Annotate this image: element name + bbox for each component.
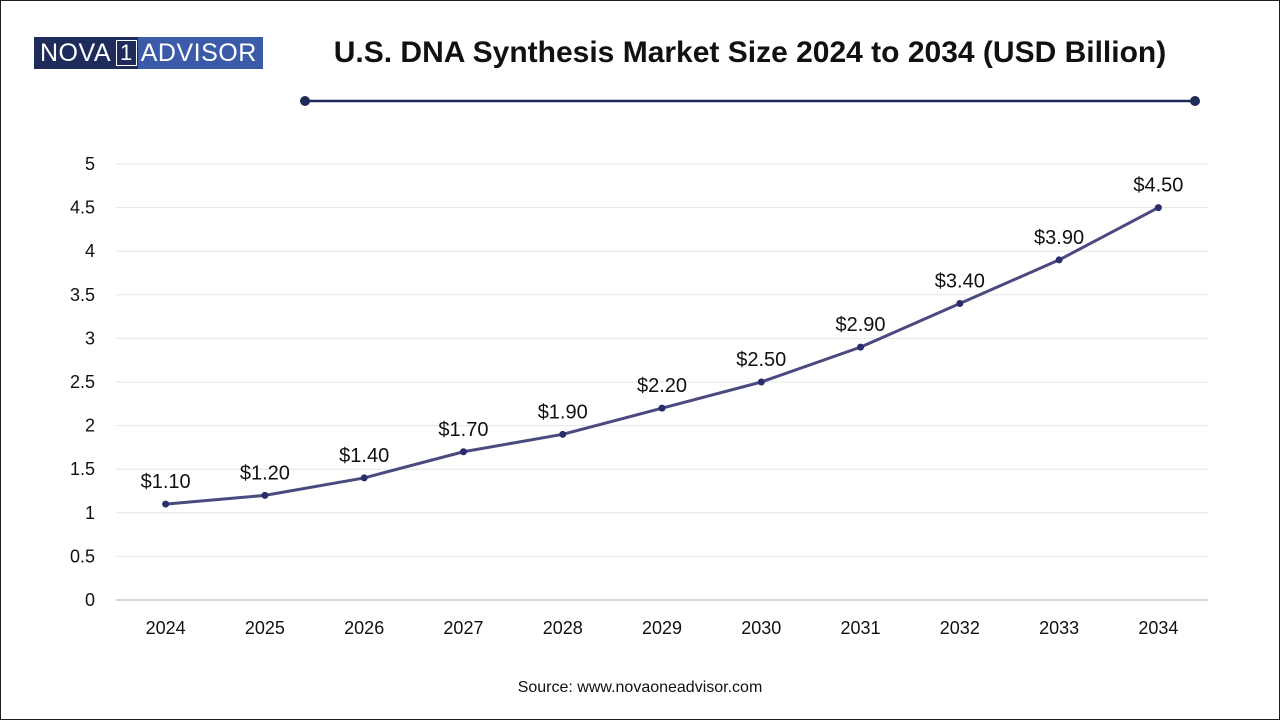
x-tick-label: 2031 xyxy=(841,618,881,638)
data-label: $1.90 xyxy=(538,401,588,423)
x-tick-label: 2030 xyxy=(741,618,781,638)
data-label: $1.40 xyxy=(339,445,389,467)
y-tick-label: 2 xyxy=(85,416,95,436)
data-point xyxy=(757,378,765,386)
x-axis: 2024 2025 2026 2027 2028 2029 2030 2031 2032 2033… xyxy=(116,599,1208,638)
x-tick-label: 2027 xyxy=(443,618,483,638)
y-tick-label: 5 xyxy=(85,154,95,174)
logo-number-box: 1 xyxy=(115,37,138,69)
data-series: $1.10 $1.20 $1.40 $1.70 $1.90 $2.20 $2.50 $2.90… xyxy=(141,175,1183,508)
data-point xyxy=(956,300,964,308)
gridlines xyxy=(116,163,1208,557)
data-label: $3.90 xyxy=(1034,227,1084,249)
y-tick-label: 3 xyxy=(85,328,95,348)
data-point xyxy=(261,491,269,499)
y-tick-label: 4.5 xyxy=(70,198,95,218)
data-label: $2.20 xyxy=(637,375,687,397)
y-tick-label: 2.5 xyxy=(70,372,95,392)
y-tick-label: 1 xyxy=(85,503,95,523)
data-label: $2.50 xyxy=(736,349,786,371)
x-tick-label: 2032 xyxy=(940,618,980,638)
y-tick-label: 4 xyxy=(85,241,95,261)
data-label: $2.90 xyxy=(836,314,886,336)
title-underline xyxy=(300,96,1200,106)
data-label: $1.20 xyxy=(240,462,290,484)
series-line xyxy=(165,206,1160,506)
data-label: $3.40 xyxy=(935,271,985,293)
data-point xyxy=(658,404,666,412)
data-point xyxy=(459,448,467,456)
data-point xyxy=(360,474,368,482)
chart-title: U.S. DNA Synthesis Market Size 2024 to 2… xyxy=(333,36,1167,69)
data-point xyxy=(162,500,170,508)
data-point xyxy=(1055,256,1063,264)
data-label: $1.10 xyxy=(141,471,191,493)
y-tick-label: 3.5 xyxy=(70,285,95,305)
y-tick-label: 0 xyxy=(85,590,95,610)
data-point xyxy=(559,430,567,438)
logo-text-advisor: ADVISOR xyxy=(137,37,263,69)
x-tick-label: 2034 xyxy=(1138,618,1178,638)
x-tick-label: 2029 xyxy=(642,618,682,638)
logo-text-one: 1 xyxy=(116,40,137,66)
data-point xyxy=(857,343,865,351)
source-note: Source: www.novaoneadvisor.com xyxy=(517,679,763,696)
x-tick-label: 2024 xyxy=(146,618,186,638)
y-tick-label: 0.5 xyxy=(70,546,95,566)
x-tick-label: 2033 xyxy=(1039,618,1079,638)
x-tick-label: 2026 xyxy=(344,618,384,638)
brand-logo: NOVA 1 ADVISOR xyxy=(34,37,263,69)
data-point xyxy=(1154,204,1162,212)
data-label: $4.50 xyxy=(1133,175,1183,197)
x-tick-label: 2025 xyxy=(245,618,285,638)
logo-text-nova: NOVA xyxy=(34,37,115,69)
y-axis: 0 0.5 1 1.5 2 2.5 3 3.5 4 4.5 5 xyxy=(70,154,95,610)
x-tick-label: 2028 xyxy=(543,618,583,638)
y-tick-label: 1.5 xyxy=(70,459,95,479)
data-label: $1.70 xyxy=(438,419,488,441)
